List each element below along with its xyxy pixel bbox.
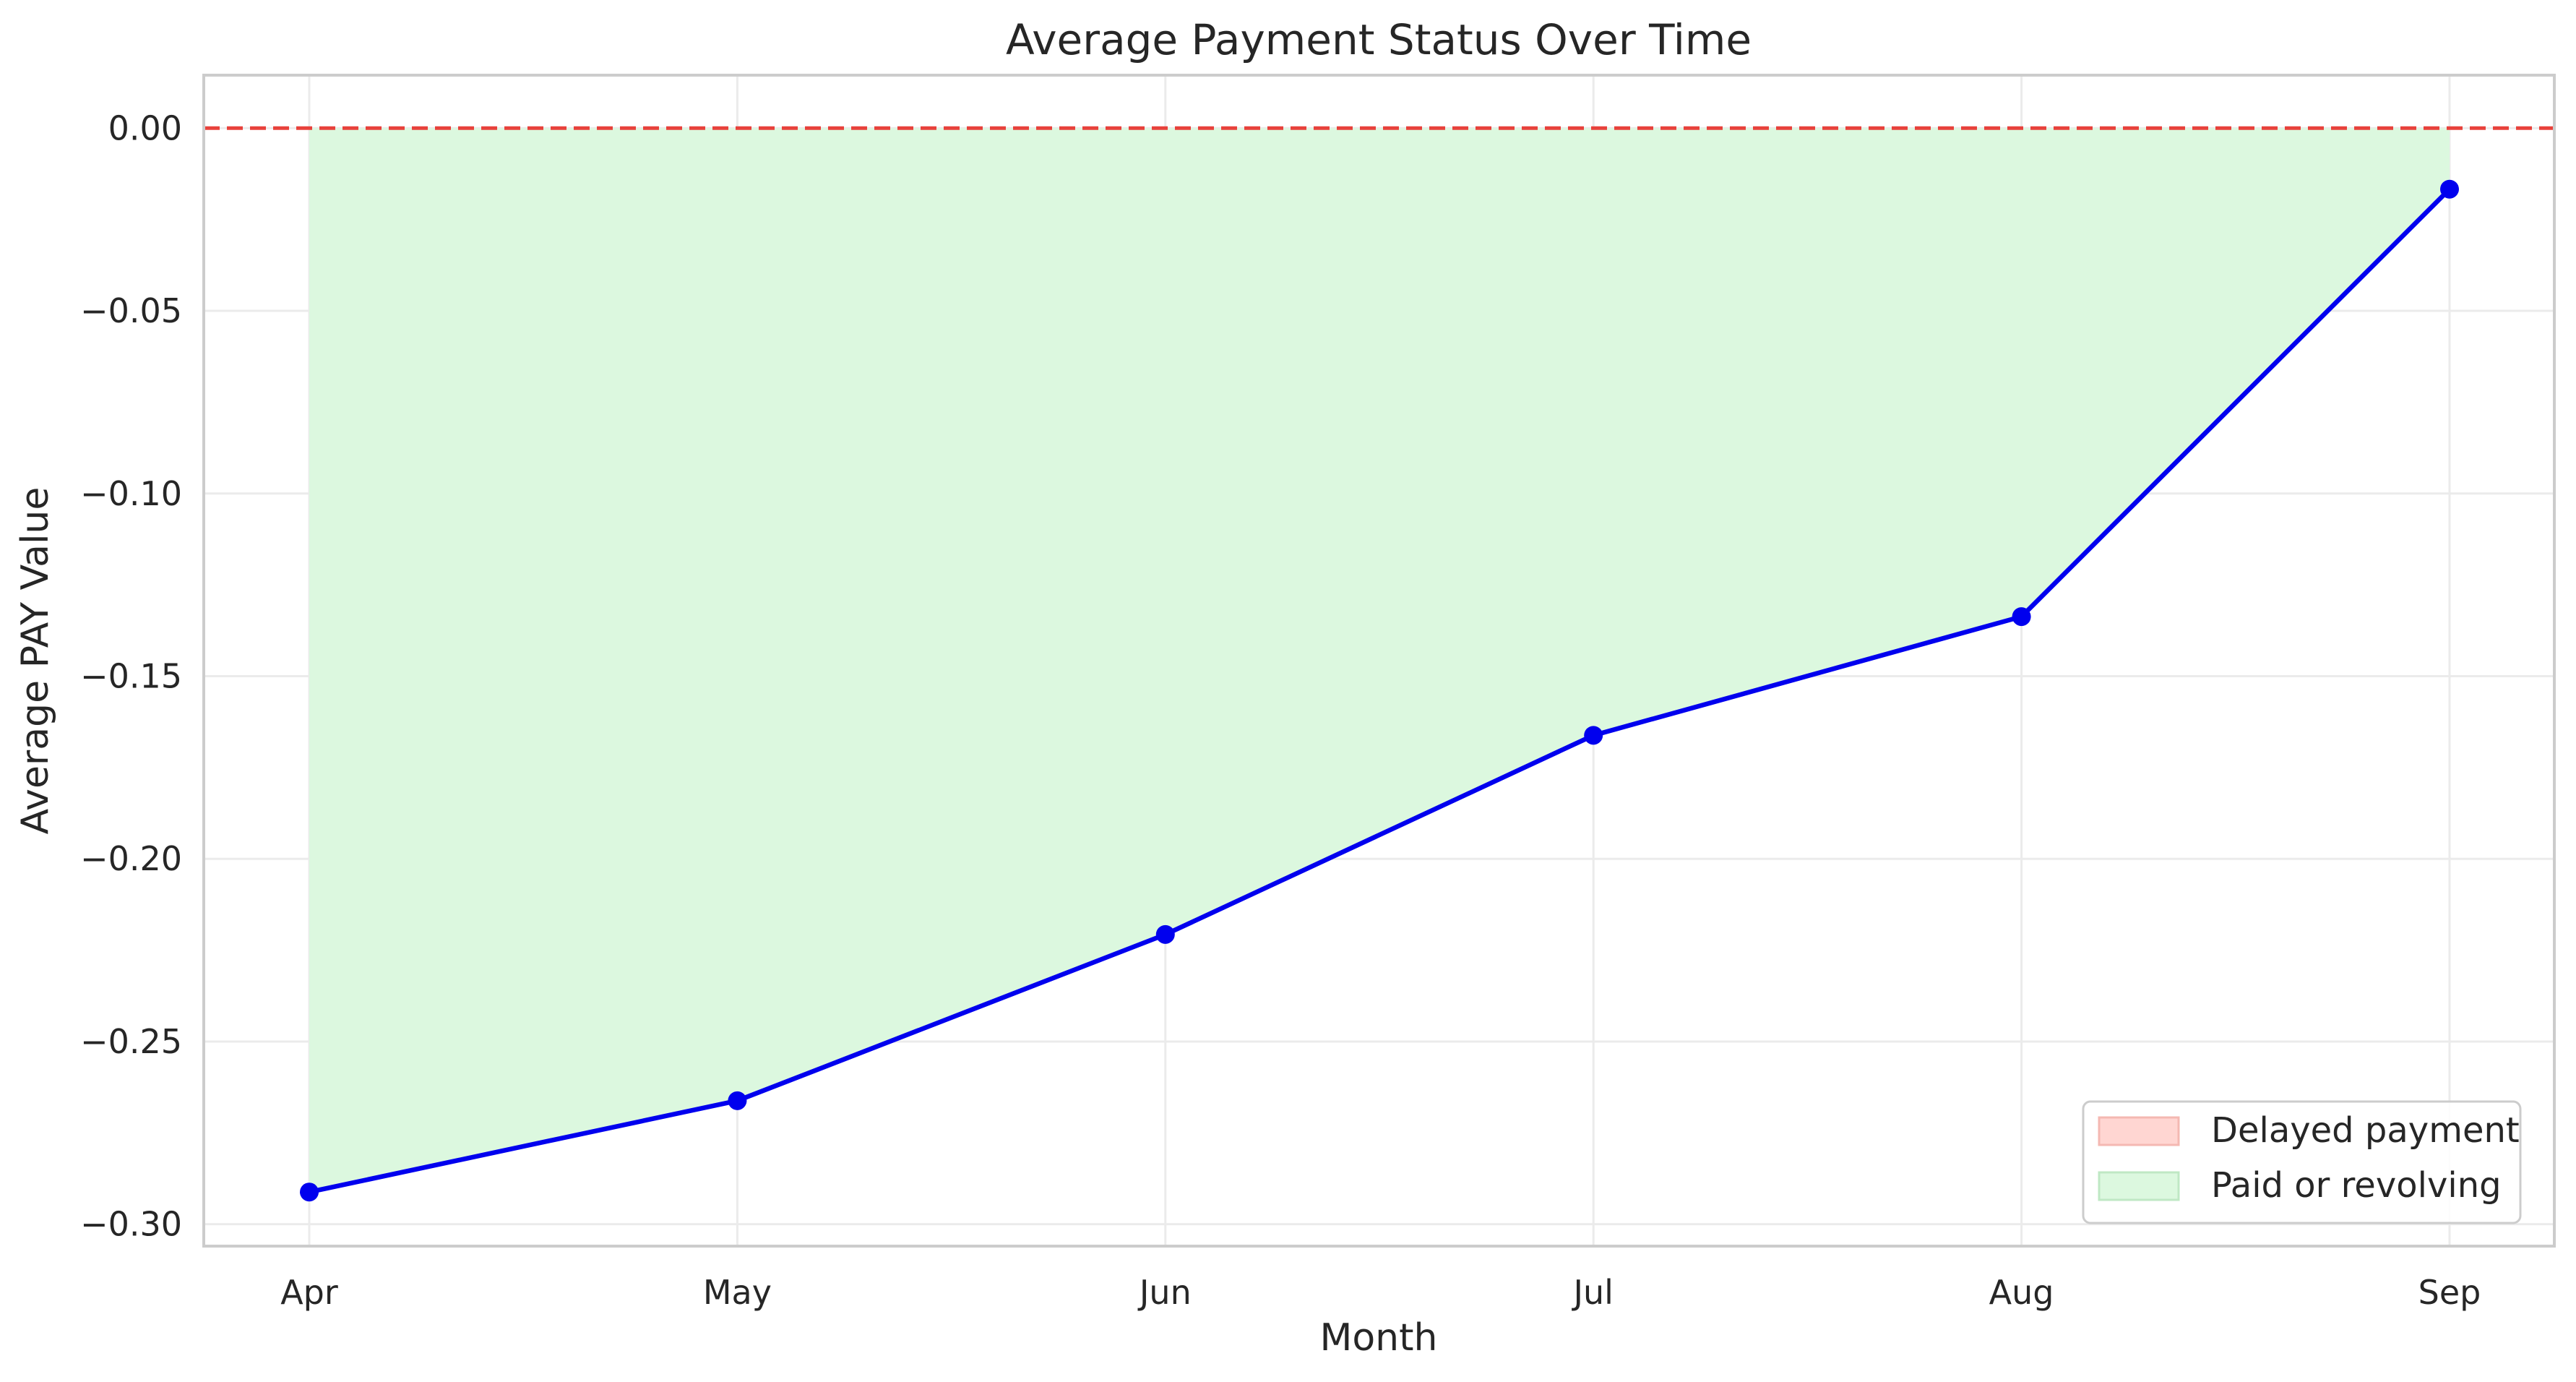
legend-swatch-delayed-payment (2098, 1116, 2180, 1146)
x-tick-label: Sep (2418, 1273, 2481, 1312)
y-axis-label: Average PAY Value (14, 487, 57, 835)
data-point-jul (1584, 726, 1603, 745)
data-point-may (728, 1091, 747, 1110)
y-tick-label: −0.15 (80, 656, 182, 695)
y-tick-label: −0.25 (80, 1022, 182, 1061)
x-axis-ticks: Apr May Jun Jul Aug Sep (280, 1273, 2481, 1312)
data-markers (300, 179, 2459, 1202)
y-tick-label: −0.10 (80, 474, 182, 513)
plot-frame (202, 74, 2556, 1248)
x-tick-label: Jun (1137, 1273, 1192, 1312)
y-axis-ticks: 0.00 −0.05 −0.10 −0.15 −0.20 −0.25 −0.30 (80, 108, 182, 1243)
x-axis-label: Month (1320, 1316, 1438, 1360)
legend-swatch-paid-or-revolving (2098, 1171, 2180, 1201)
y-tick-label: −0.05 (80, 291, 182, 330)
x-tick-label: Apr (280, 1273, 338, 1312)
legend: Delayed payment Paid or revolving (2082, 1100, 2522, 1224)
data-point-sep (2440, 179, 2459, 199)
legend-label-paid-or-revolving: Paid or revolving (2211, 1165, 2502, 1206)
chart-title: Average Payment Status Over Time (1006, 15, 1752, 64)
data-point-jun (1155, 924, 1175, 944)
series-line (309, 187, 2452, 1195)
y-tick-label: −0.20 (80, 839, 182, 878)
legend-label-delayed-payment: Delayed payment (2211, 1110, 2520, 1151)
legend-box (2082, 1100, 2522, 1224)
data-point-apr (300, 1183, 319, 1202)
x-tick-label: Aug (1989, 1273, 2054, 1312)
data-point-aug (2012, 607, 2031, 627)
x-tick-label: Jul (1571, 1273, 1614, 1312)
x-tick-label: May (703, 1273, 772, 1312)
y-tick-label: 0.00 (108, 108, 182, 147)
fill-area-paid-or-revolving (309, 128, 2450, 1193)
y-tick-label: −0.30 (80, 1205, 182, 1244)
